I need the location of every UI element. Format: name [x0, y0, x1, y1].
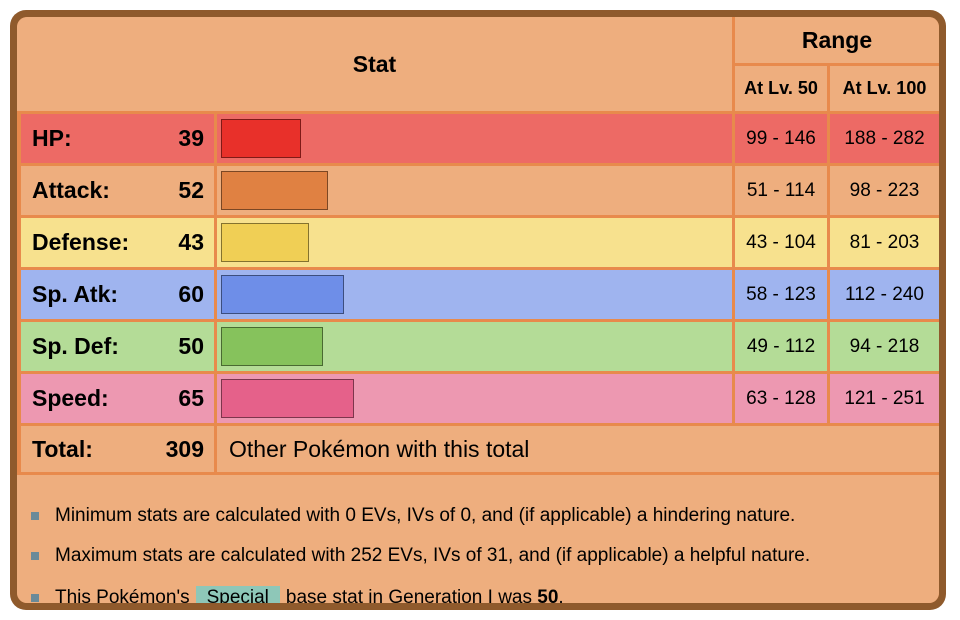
lv50-header-label: At Lv. 50 [744, 78, 818, 98]
stat-label: HP: [32, 125, 72, 151]
stat-name-cell: Speed: 65 [21, 374, 214, 423]
range-lv50: 58 - 123 [735, 270, 827, 319]
range-lv50: 43 - 104 [735, 218, 827, 267]
lv50-header: At Lv. 50 [735, 66, 827, 111]
range-header-label: Range [801, 26, 873, 53]
stat-bar [221, 327, 323, 366]
stat-value: 65 [178, 385, 204, 411]
total-cell: Total: 309 [21, 426, 214, 472]
total-value: 309 [165, 436, 204, 462]
bullet-icon [31, 512, 39, 520]
stat-name-cell: Sp. Atk: 60 [21, 270, 214, 319]
min-stats-note: Minimum stats are calculated with 0 EVs,… [55, 505, 796, 526]
stat-bar-cell [217, 270, 732, 319]
stat-bar [221, 119, 301, 158]
stat-value: 39 [178, 125, 204, 151]
stat-row-hp: HP: 39 99 - 146 188 - 282 [17, 114, 939, 163]
stat-name-cell: Sp. Def: 50 [21, 322, 214, 371]
stat-bar [221, 171, 328, 210]
stat-row-sp-atk: Sp. Atk: 60 58 - 123 112 - 240 [17, 270, 939, 319]
other-pokemon-link[interactable]: Other Pokémon with this total [229, 436, 530, 462]
stat-bar-cell [217, 218, 732, 267]
bullet-icon [31, 552, 39, 560]
note-min: Minimum stats are calculated with 0 EVs,… [31, 505, 795, 527]
range-lv100: 81 - 203 [830, 218, 939, 267]
special-stat-tag[interactable]: Special [195, 586, 280, 603]
special-note-prefix: This Pokémon's [55, 587, 190, 603]
stat-bar [221, 379, 354, 418]
stat-value: 60 [178, 281, 204, 307]
stat-row-sp-def: Sp. Def: 50 49 - 112 94 - 218 [17, 322, 939, 371]
stat-label: Sp. Def: [32, 333, 119, 359]
stat-label: Defense: [32, 229, 130, 255]
range-lv50: 51 - 114 [735, 166, 827, 215]
stat-row-attack: Attack: 52 51 - 114 98 - 223 [17, 166, 939, 215]
stat-value: 43 [178, 229, 204, 255]
range-lv100: 112 - 240 [830, 270, 939, 319]
stat-label: Sp. Atk: [32, 281, 119, 307]
stats-table-frame: Stat Range At Lv. 50 At Lv. 100 HP: 39 9… [10, 10, 946, 610]
range-lv50: 49 - 112 [735, 322, 827, 371]
stat-label: Speed: [32, 385, 109, 411]
stat-row-speed: Speed: 65 63 - 128 121 - 251 [17, 374, 939, 423]
special-base-value: 50 [537, 587, 559, 603]
range-lv100: 188 - 282 [830, 114, 939, 163]
stat-bar-cell [217, 374, 732, 423]
stat-bar-cell [217, 166, 732, 215]
max-stats-note: Maximum stats are calculated with 252 EV… [55, 545, 811, 566]
lv100-header-label: At Lv. 100 [842, 78, 927, 98]
total-label: Total: [32, 436, 93, 462]
stat-header-label: Stat [352, 50, 397, 77]
stat-bar-cell [217, 322, 732, 371]
special-note-end: . [558, 587, 564, 603]
stat-row-defense: Defense: 43 43 - 104 81 - 203 [17, 218, 939, 267]
special-note-mid: base stat in Generation I was [285, 587, 532, 603]
bullet-icon [31, 594, 39, 602]
total-row: Total: 309 Other Pokémon with this total [17, 426, 939, 472]
range-header: Range [735, 17, 939, 63]
stat-bar-cell [217, 114, 732, 163]
other-pokemon-link-cell: Other Pokémon with this total [217, 426, 939, 472]
lv100-header: At Lv. 100 [830, 66, 939, 111]
stat-name-cell: HP: 39 [21, 114, 214, 163]
stat-value: 52 [178, 177, 204, 203]
stats-table: Stat Range At Lv. 50 At Lv. 100 HP: 39 9… [17, 17, 939, 603]
range-lv100: 98 - 223 [830, 166, 939, 215]
stat-header: Stat [17, 17, 732, 111]
note-special: This Pokémon's Special base stat in Gene… [31, 586, 564, 603]
range-lv50: 63 - 128 [735, 374, 827, 423]
range-lv100: 121 - 251 [830, 374, 939, 423]
stat-label: Attack: [32, 177, 110, 203]
stat-bar [221, 223, 309, 262]
stat-value: 50 [178, 333, 204, 359]
stat-name-cell: Attack: 52 [21, 166, 214, 215]
notes-section: Minimum stats are calculated with 0 EVs,… [17, 475, 939, 603]
stat-name-cell: Defense: 43 [21, 218, 214, 267]
note-max: Maximum stats are calculated with 252 EV… [31, 545, 810, 567]
range-lv100: 94 - 218 [830, 322, 939, 371]
stat-bar [221, 275, 344, 314]
range-lv50: 99 - 146 [735, 114, 827, 163]
